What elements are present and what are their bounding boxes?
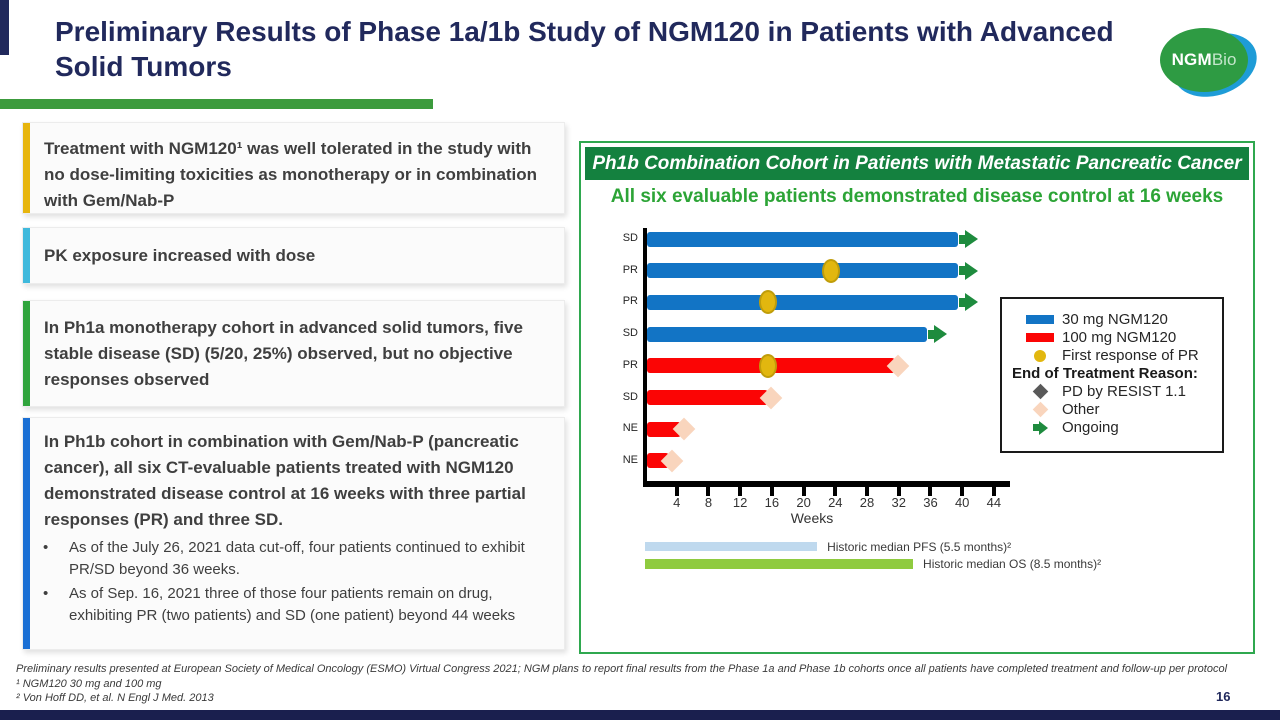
swatch — [1026, 315, 1054, 324]
ngmbio-logo: NGM Bio — [1160, 22, 1266, 108]
panel-subtitle: All six evaluable patients demonstrated … — [610, 186, 1224, 207]
key-point-accent — [23, 123, 30, 213]
arrow-tip-swatch — [1038, 420, 1048, 435]
key-point-bullets: As of the July 26, 2021 data cut-off, fo… — [23, 537, 564, 627]
key-point-accent — [23, 228, 30, 283]
key-point-box: PK exposure increased with dose — [22, 227, 565, 284]
diamond-gray-icon — [1018, 383, 1062, 400]
key-point-text: In Ph1a monotherapy cohort in advanced s… — [44, 318, 523, 389]
footnotes: Preliminary results presented at Europea… — [16, 663, 1256, 707]
page-number: 16 — [1216, 689, 1231, 704]
legend-heading: End of Treatment Reason: — [1012, 365, 1198, 382]
chart-legend: 30 mg NGM120 100 mg NGM120 First response … — [1000, 297, 1224, 453]
legend-item: Other — [1018, 401, 1216, 418]
panel-header: Ph1b Combination Cohort in Patients with… — [585, 147, 1249, 180]
legend-item: 100 mg NGM120 — [1018, 329, 1216, 346]
bar-blue-icon — [1018, 315, 1062, 324]
key-point-accent — [23, 301, 30, 406]
legend-item: End of Treatment Reason: — [1012, 365, 1216, 382]
swatch — [1032, 401, 1048, 418]
swatch — [1034, 349, 1046, 362]
key-point-box: Treatment with NGM120¹ was well tolerate… — [22, 122, 565, 214]
key-point-text: In Ph1b cohort in combination with Gem/N… — [44, 432, 526, 529]
title-underline — [0, 99, 433, 109]
swatch — [1026, 333, 1054, 342]
key-point-text: PK exposure increased with dose — [44, 246, 316, 265]
legend-label: First response of PR — [1062, 347, 1199, 364]
legend-item: Ongoing — [1018, 419, 1216, 436]
logo-green-ellipse: NGM Bio — [1160, 28, 1248, 92]
circle-yellow-icon — [1018, 349, 1062, 362]
key-point-box: In Ph1a monotherapy cohort in advanced s… — [22, 300, 565, 407]
logo-text-bio: Bio — [1211, 50, 1237, 69]
legend-label: Other — [1062, 401, 1100, 418]
logo-text-ngm: NGM — [1171, 50, 1212, 69]
legend-item: PD by RESIST 1.1 — [1018, 383, 1216, 400]
page-title: Preliminary Results of Phase 1a/1b Study… — [55, 16, 1114, 82]
bottom-bar — [0, 710, 1280, 720]
arrow-green-icon — [1018, 420, 1062, 435]
footnote-line: Preliminary results presented at Europea… — [16, 663, 1228, 675]
legend-label: 30 mg NGM120 — [1062, 311, 1168, 328]
arrow-stem-swatch — [1032, 424, 1039, 431]
corner-accent — [0, 0, 9, 55]
swatch — [1032, 383, 1048, 400]
legend-item: 30 mg NGM120 — [1018, 311, 1216, 328]
legend-item: First response of PR — [1018, 347, 1216, 364]
legend-label: 100 mg NGM120 — [1062, 329, 1177, 346]
key-point-accent — [23, 418, 30, 649]
bar-red-icon — [1018, 333, 1062, 342]
legend-label: PD by RESIST 1.1 — [1062, 383, 1186, 400]
swatch — [1032, 420, 1048, 435]
key-point-text: Treatment with NGM120¹ was well tolerate… — [44, 139, 538, 210]
bullet-item: As of the July 26, 2021 data cut-off, fo… — [43, 537, 554, 581]
key-point-box: In Ph1b cohort in combination with Gem/N… — [22, 417, 565, 650]
diamond-peach-icon — [1018, 401, 1062, 418]
bullet-item: As of Sep. 16, 2021 three of those four … — [43, 583, 554, 627]
footnote-line: ² Von Hoff DD, et al. N Engl J Med. 2013 — [16, 692, 214, 704]
footnote-line: ¹ NGM120 30 mg and 100 mg — [16, 677, 162, 690]
legend-label: Ongoing — [1062, 419, 1119, 436]
